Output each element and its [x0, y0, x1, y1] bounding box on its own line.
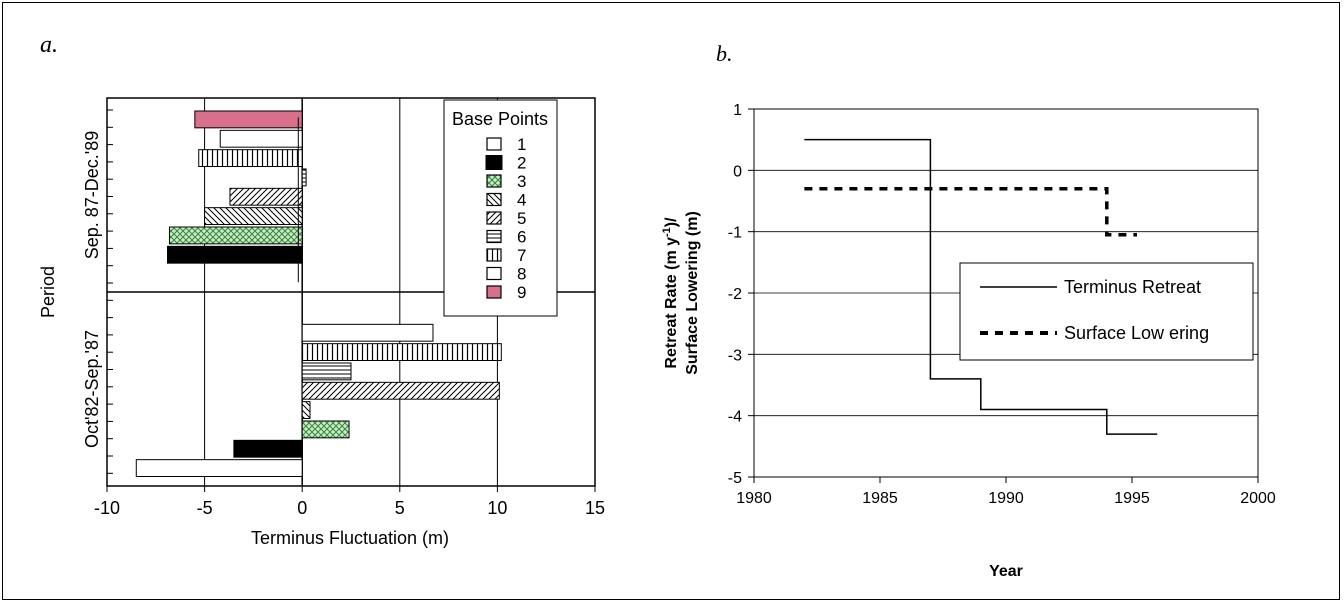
bar-series-3	[168, 226, 303, 245]
bar-series-3	[301, 420, 350, 439]
legend-label-1: 1	[517, 135, 526, 154]
legend-label-3: 3	[517, 172, 526, 191]
legend-swatch-1	[486, 137, 502, 151]
x-tick-label-a: 0	[297, 498, 307, 518]
legend-label-surface-lowering: Surface Low ering	[1064, 323, 1209, 343]
panel-a-label: a.	[40, 32, 58, 58]
x-tick-label-a: -10	[94, 498, 120, 518]
bar-series-4	[204, 207, 303, 226]
x-tick-label-a: 5	[395, 498, 405, 518]
y-tick-label-b: -1	[728, 225, 742, 242]
x-tick-label-b: 1985	[862, 490, 898, 507]
legend-swatch-9	[486, 285, 502, 299]
legend-box-b	[959, 262, 1254, 361]
legend-label-2: 2	[517, 154, 526, 173]
legend-label-4: 4	[517, 191, 526, 210]
legend-label-9: 9	[517, 283, 526, 302]
y-tick-label-b: -3	[728, 347, 742, 364]
bar-series-5	[229, 187, 303, 206]
legend-title: Base Points	[452, 109, 548, 129]
x-tick-label-b: 1995	[1114, 490, 1150, 507]
bar-series-2	[167, 245, 303, 264]
legend-label-5: 5	[517, 209, 526, 228]
legend-swatch-2	[485, 155, 503, 170]
legend-swatch-6	[486, 229, 502, 244]
x-tick-label-a: 15	[585, 498, 605, 518]
panel-b: b. 1 0 -1 -2 -3 -4 -5 1980 1985 1990 1995 2000 Year…	[661, 41, 1276, 580]
legend-swatch-4	[486, 192, 502, 207]
y-axis-label-b-line1: Retreat Rate (m y-1)/	[661, 217, 680, 369]
x-tick-label-b: 1990	[988, 490, 1024, 507]
y-tick-label-b: -4	[728, 409, 742, 426]
y-axis-label-b-line2: Surface Lowering (m)	[684, 211, 701, 375]
legend-label-6: 6	[517, 228, 526, 247]
legend-swatch-7	[486, 248, 502, 262]
category-label-2: Oct'82-Sep.'87	[82, 330, 102, 448]
legend-box-a	[443, 99, 558, 317]
series-line-surface-lowering	[804, 186, 1138, 237]
legend-swatch-8	[486, 266, 502, 281]
x-tick-label-b: 1980	[736, 490, 772, 507]
bar-series-6	[301, 168, 307, 187]
bar-series-9	[194, 110, 303, 129]
x-tick-label-a: -5	[197, 498, 213, 518]
legend-label-8: 8	[517, 265, 526, 284]
panel-a: a. -10 -5 0 5 10 15 Terminus Fluctuation (m) …	[38, 32, 605, 548]
y-tick-label-b: -5	[728, 470, 742, 487]
panel-b-label: b.	[716, 41, 733, 66]
legend-swatch-5	[486, 211, 502, 225]
x-axis-label-b: Year	[989, 563, 1023, 580]
bar-series-1	[135, 459, 303, 477]
legend-label-7: 7	[517, 246, 526, 265]
bar-series-2	[233, 439, 303, 458]
category-label-1: Sep. 87-Dec.'89	[82, 131, 102, 260]
bar-series-6	[301, 362, 352, 381]
x-tick-label-b: 2000	[1240, 490, 1276, 507]
bar-series-8	[301, 323, 434, 342]
y-tick-label-b: 0	[733, 163, 742, 180]
legend-b: Terminus Retreat Surface Low ering	[959, 262, 1254, 361]
y-axis-label-a: Period	[38, 266, 58, 318]
bar-series-7	[301, 343, 502, 361]
y-tick-label-b: -2	[728, 286, 742, 303]
bar-series-5	[301, 381, 500, 400]
legend-swatch-3	[486, 174, 502, 188]
y-tick-label-b: 1	[733, 102, 742, 119]
bar-series-7	[198, 149, 303, 168]
series-line-terminus-retreat	[804, 138, 1158, 435]
x-tick-label-a: 10	[487, 498, 507, 518]
x-axis-label-a: Terminus Fluctuation (m)	[251, 528, 449, 548]
legend-label-terminus-retreat: Terminus Retreat	[1064, 277, 1201, 297]
bar-series-8	[219, 129, 303, 148]
bar-series-4	[301, 401, 311, 419]
